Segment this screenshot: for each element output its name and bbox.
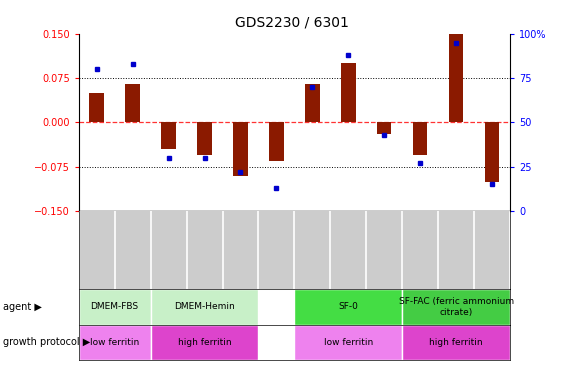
Text: agent ▶: agent ▶: [3, 302, 42, 312]
Text: low ferritin: low ferritin: [324, 338, 373, 347]
Bar: [294, 324, 402, 360]
Bar: [150, 324, 258, 360]
Text: high ferritin: high ferritin: [430, 338, 483, 347]
Bar: [161, 122, 176, 149]
Text: high ferritin: high ferritin: [178, 338, 231, 347]
Text: DMEM-FBS: DMEM-FBS: [90, 302, 139, 311]
Bar: [125, 84, 140, 122]
Bar: [90, 93, 104, 122]
Bar: [485, 122, 499, 182]
Bar: [377, 122, 392, 134]
Bar: [413, 122, 427, 155]
Bar: [269, 122, 283, 161]
Text: low ferritin: low ferritin: [90, 338, 139, 347]
Bar: [197, 122, 212, 155]
Bar: [150, 289, 258, 324]
Bar: [341, 63, 356, 122]
Bar: [402, 324, 510, 360]
Bar: [402, 289, 510, 324]
Text: SF-0: SF-0: [338, 302, 359, 311]
Bar: [79, 324, 150, 360]
Bar: [449, 31, 463, 122]
Bar: [79, 289, 150, 324]
Text: growth protocol ▶: growth protocol ▶: [3, 337, 90, 347]
Text: GDS2230 / 6301: GDS2230 / 6301: [234, 15, 349, 29]
Text: SF-FAC (ferric ammonium
citrate): SF-FAC (ferric ammonium citrate): [399, 297, 514, 316]
Text: DMEM-Hemin: DMEM-Hemin: [174, 302, 235, 311]
Bar: [305, 84, 319, 122]
Bar: [294, 289, 402, 324]
Bar: [233, 122, 248, 176]
